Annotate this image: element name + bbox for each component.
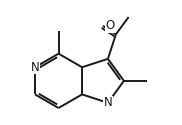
Text: N: N <box>31 61 39 74</box>
Text: N: N <box>104 96 112 109</box>
Text: O: O <box>105 19 114 32</box>
